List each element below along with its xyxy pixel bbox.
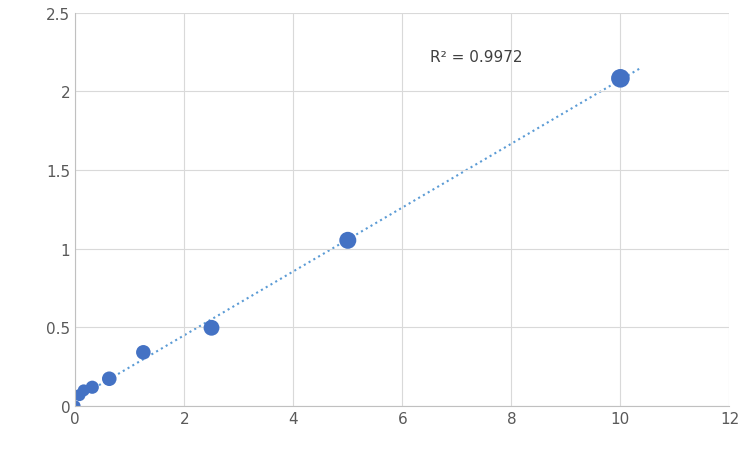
Text: R² = 0.9972: R² = 0.9972 xyxy=(429,51,522,65)
Point xyxy=(205,324,217,331)
Point xyxy=(103,375,115,382)
Point xyxy=(74,391,86,399)
Point xyxy=(341,237,353,244)
Point xyxy=(86,384,99,391)
Point xyxy=(69,402,81,410)
Point xyxy=(77,387,89,394)
Point xyxy=(138,349,150,356)
Point xyxy=(614,75,626,83)
